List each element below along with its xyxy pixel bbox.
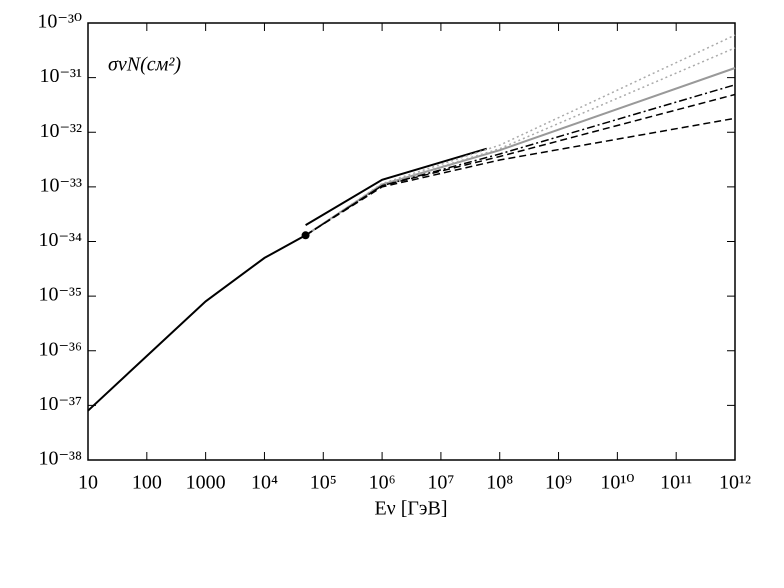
y-tick-label: 10⁻³⁰ (37, 11, 82, 33)
x-tick-label: 10⁹ (545, 472, 572, 494)
data-point (301, 231, 310, 240)
y-tick-label: 10⁻³² (39, 120, 82, 142)
data-line (305, 47, 736, 236)
data-line (87, 234, 307, 412)
data-line (305, 84, 736, 236)
data-line (305, 147, 487, 226)
x-tick-label: 10⁴ (251, 472, 278, 494)
x-tick-label: 10⁷ (427, 472, 454, 494)
data-line (305, 93, 736, 236)
annotation: σνN(см²) (108, 54, 181, 76)
x-tick-label: 10¹¹ (660, 472, 692, 494)
y-tick-label: 10⁻³⁶ (38, 338, 82, 360)
x-tick-label: 1000 (186, 472, 226, 494)
y-tick-label: 10⁻³⁴ (38, 229, 82, 251)
x-tick-label: 10⁶ (369, 472, 396, 494)
y-tick-label: 10⁻³¹ (39, 65, 82, 87)
x-tick-label: 10⁵ (310, 472, 337, 494)
x-tick-label: 10 (78, 472, 98, 494)
x-tick-label: 10⁸ (486, 472, 513, 494)
y-tick-label: 10⁻³⁸ (38, 448, 82, 470)
data-line (305, 34, 736, 236)
x-tick-label: 10¹² (719, 472, 751, 494)
x-tick-label: 10¹⁰ (600, 472, 634, 494)
data-line (305, 117, 736, 236)
x-axis-label: Eν [ГэВ] (374, 498, 447, 520)
plot-frame (87, 22, 736, 461)
y-tick-label: 10⁻³³ (39, 174, 82, 196)
y-tick-label: 10⁻³⁵ (38, 284, 82, 306)
y-tick-label: 10⁻³⁷ (38, 393, 82, 415)
x-tick-label: 100 (132, 472, 162, 494)
